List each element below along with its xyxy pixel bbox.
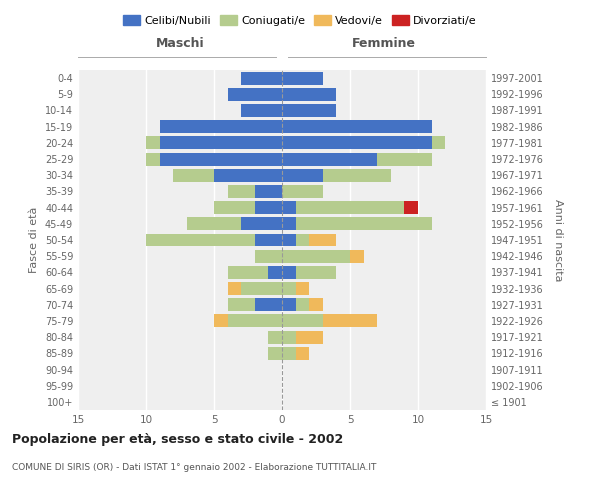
Bar bbox=[241, 218, 282, 230]
Bar bbox=[146, 136, 160, 149]
Bar bbox=[309, 234, 337, 246]
Text: Maschi: Maschi bbox=[155, 37, 205, 50]
Text: Popolazione per età, sesso e stato civile - 2002: Popolazione per età, sesso e stato civil… bbox=[12, 432, 343, 446]
Bar bbox=[282, 234, 296, 246]
Bar bbox=[255, 298, 282, 311]
Bar bbox=[268, 266, 282, 279]
Bar bbox=[160, 152, 282, 166]
Bar bbox=[214, 314, 227, 328]
Bar bbox=[282, 347, 296, 360]
Bar bbox=[282, 169, 323, 181]
Bar bbox=[282, 330, 296, 344]
Bar bbox=[214, 201, 255, 214]
Y-axis label: Fasce di età: Fasce di età bbox=[29, 207, 39, 273]
Bar bbox=[296, 234, 309, 246]
Y-axis label: Anni di nascita: Anni di nascita bbox=[553, 198, 563, 281]
Bar bbox=[268, 347, 282, 360]
Bar bbox=[282, 104, 337, 117]
Bar bbox=[255, 185, 282, 198]
Bar bbox=[227, 185, 255, 198]
Bar bbox=[296, 266, 337, 279]
Bar bbox=[282, 282, 296, 295]
Bar bbox=[282, 72, 323, 85]
Bar bbox=[187, 218, 241, 230]
Bar bbox=[227, 314, 282, 328]
Bar bbox=[227, 266, 268, 279]
Bar bbox=[160, 136, 282, 149]
Bar bbox=[255, 250, 282, 262]
Bar bbox=[227, 88, 282, 101]
Bar bbox=[296, 330, 323, 344]
Bar bbox=[377, 152, 431, 166]
Bar bbox=[282, 250, 350, 262]
Bar bbox=[309, 298, 323, 311]
Bar bbox=[296, 218, 431, 230]
Bar bbox=[431, 136, 445, 149]
Bar bbox=[214, 169, 282, 181]
Bar bbox=[282, 298, 296, 311]
Bar bbox=[146, 152, 160, 166]
Bar bbox=[323, 314, 377, 328]
Bar bbox=[282, 218, 296, 230]
Bar bbox=[146, 234, 255, 246]
Bar bbox=[160, 120, 282, 133]
Bar bbox=[323, 169, 391, 181]
Bar bbox=[173, 169, 214, 181]
Bar bbox=[282, 136, 431, 149]
Bar bbox=[282, 266, 296, 279]
Bar bbox=[268, 330, 282, 344]
Bar bbox=[282, 314, 323, 328]
Bar bbox=[296, 347, 309, 360]
Bar bbox=[241, 72, 282, 85]
Bar bbox=[350, 250, 364, 262]
Bar bbox=[241, 282, 282, 295]
Bar bbox=[255, 201, 282, 214]
Bar bbox=[282, 120, 431, 133]
Bar bbox=[227, 298, 255, 311]
Bar bbox=[282, 88, 337, 101]
Bar bbox=[227, 282, 241, 295]
Bar bbox=[296, 298, 309, 311]
Text: COMUNE DI SIRIS (OR) - Dati ISTAT 1° gennaio 2002 - Elaborazione TUTTITALIA.IT: COMUNE DI SIRIS (OR) - Dati ISTAT 1° gen… bbox=[12, 462, 376, 471]
Bar bbox=[282, 152, 377, 166]
Bar bbox=[296, 201, 404, 214]
Bar bbox=[282, 201, 296, 214]
Bar bbox=[255, 234, 282, 246]
Bar bbox=[282, 185, 323, 198]
Bar bbox=[404, 201, 418, 214]
Bar bbox=[296, 282, 309, 295]
Legend: Celibi/Nubili, Coniugati/e, Vedovi/e, Divorziati/e: Celibi/Nubili, Coniugati/e, Vedovi/e, Di… bbox=[119, 10, 481, 30]
Text: Femmine: Femmine bbox=[352, 37, 416, 50]
Bar bbox=[241, 104, 282, 117]
